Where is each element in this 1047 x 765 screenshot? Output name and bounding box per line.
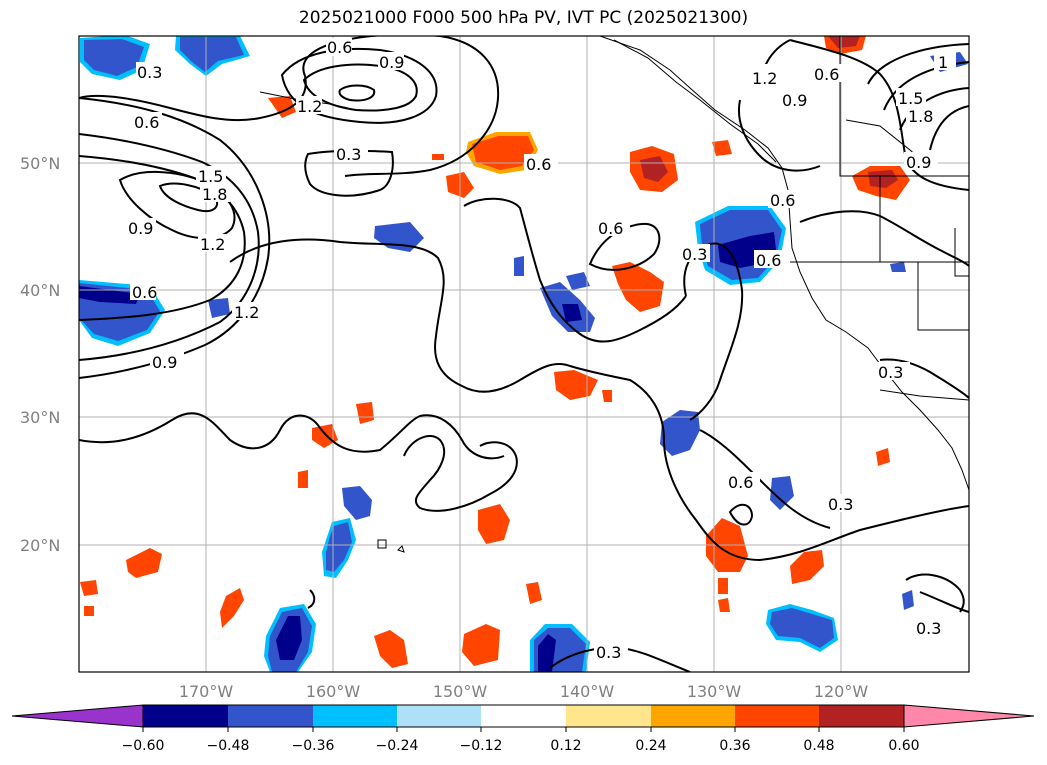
svg-text:0.3: 0.3 bbox=[916, 619, 941, 638]
lat-label-20n: 20°N bbox=[20, 536, 60, 555]
svg-text:1.8: 1.8 bbox=[202, 185, 227, 204]
svg-text:0.9: 0.9 bbox=[379, 53, 404, 72]
lon-label-150w: 150°W bbox=[433, 682, 488, 701]
svg-text:1.2: 1.2 bbox=[752, 69, 777, 88]
gridlines bbox=[79, 36, 969, 672]
longitude-labels: 170°W 160°W 150°W 140°W 130°W 120°W bbox=[179, 682, 869, 701]
svg-text:0.6: 0.6 bbox=[526, 155, 551, 174]
svg-text:0.3: 0.3 bbox=[878, 363, 903, 382]
lon-label-120w: 120°W bbox=[814, 682, 869, 701]
svg-text:1.5: 1.5 bbox=[198, 167, 223, 186]
contour-labels: 0.6 0.9 1.2 0.3 0.6 1.5 1.8 0.9 1.2 0.6 … bbox=[126, 38, 956, 662]
colorbar-segment bbox=[819, 705, 904, 727]
colorbar-segment bbox=[397, 705, 481, 727]
svg-text:0.6: 0.6 bbox=[132, 283, 157, 302]
pv-contours bbox=[79, 36, 969, 672]
svg-text:0.3: 0.3 bbox=[682, 245, 707, 264]
lon-label-170w: 170°W bbox=[179, 682, 234, 701]
svg-text:0.6: 0.6 bbox=[756, 251, 781, 270]
svg-text:0.6: 0.6 bbox=[598, 219, 623, 238]
lon-label-130w: 130°W bbox=[687, 682, 742, 701]
svg-text:0.9: 0.9 bbox=[782, 91, 807, 110]
colorbar-tick-label: 0.24 bbox=[635, 738, 666, 754]
svg-text:0.9: 0.9 bbox=[906, 153, 931, 172]
coastlines bbox=[259, 36, 969, 553]
svg-text:1.5: 1.5 bbox=[898, 89, 923, 108]
colorbar-extend-high bbox=[903, 704, 1035, 728]
svg-text:0.6: 0.6 bbox=[728, 473, 753, 492]
svg-text:0.3: 0.3 bbox=[596, 643, 621, 662]
svg-text:0.9: 0.9 bbox=[152, 353, 177, 372]
svg-text:1.2: 1.2 bbox=[200, 235, 225, 254]
latitude-labels: 50°N 40°N 30°N 20°N bbox=[20, 154, 60, 555]
colorbar-segment bbox=[481, 705, 566, 727]
colorbar-tick-label: −0.60 bbox=[122, 738, 165, 754]
svg-text:0.3: 0.3 bbox=[828, 495, 853, 514]
svg-text:0.6: 0.6 bbox=[134, 113, 159, 132]
svg-text:0.6: 0.6 bbox=[770, 191, 795, 210]
svg-text:0.3: 0.3 bbox=[137, 63, 162, 82]
colorbar-segment bbox=[566, 705, 651, 727]
colorbar-tick-label: 0.60 bbox=[888, 738, 919, 754]
svg-text:1: 1 bbox=[938, 53, 948, 72]
svg-text:1.8: 1.8 bbox=[908, 107, 933, 126]
lon-label-140w: 140°W bbox=[560, 682, 615, 701]
colorbar-tick-label: 0.36 bbox=[719, 738, 750, 754]
colorbar-tick-label: −0.24 bbox=[376, 738, 419, 754]
svg-text:0.3: 0.3 bbox=[336, 145, 361, 164]
svg-text:1.2: 1.2 bbox=[234, 303, 259, 322]
lat-label-50n: 50°N bbox=[20, 154, 60, 173]
colorbar-segment bbox=[228, 705, 313, 727]
colorbar-tick-label: −0.36 bbox=[292, 738, 335, 754]
svg-text:1.2: 1.2 bbox=[297, 97, 322, 116]
map-title: 2025021000 F000 500 hPa PV, IVT PC (2025… bbox=[298, 8, 749, 28]
lat-label-30n: 30°N bbox=[20, 408, 60, 427]
colorbar-tick-label: −0.48 bbox=[207, 738, 250, 754]
colorbar-tick-label: −0.12 bbox=[460, 738, 503, 754]
colorbar-tick-label: 0.48 bbox=[803, 738, 834, 754]
colorbar-segment bbox=[735, 705, 819, 727]
colorbar-extend-low bbox=[11, 704, 144, 728]
map-frame bbox=[78, 35, 970, 673]
svg-text:0.9: 0.9 bbox=[128, 219, 153, 238]
colorbar: −0.60 −0.48 −0.36 −0.24 −0.12 0.12 0.24 … bbox=[11, 704, 1035, 754]
lat-label-40n: 40°N bbox=[20, 281, 60, 300]
svg-text:0.6: 0.6 bbox=[327, 38, 352, 57]
lon-label-160w: 160°W bbox=[306, 682, 361, 701]
colorbar-segment bbox=[651, 705, 735, 727]
colorbar-segment bbox=[143, 705, 228, 727]
colorbar-tick-label: 0.12 bbox=[550, 738, 581, 754]
negative-anomaly-regions bbox=[79, 36, 968, 672]
colorbar-segment bbox=[313, 705, 397, 727]
svg-text:0.6: 0.6 bbox=[814, 65, 839, 84]
